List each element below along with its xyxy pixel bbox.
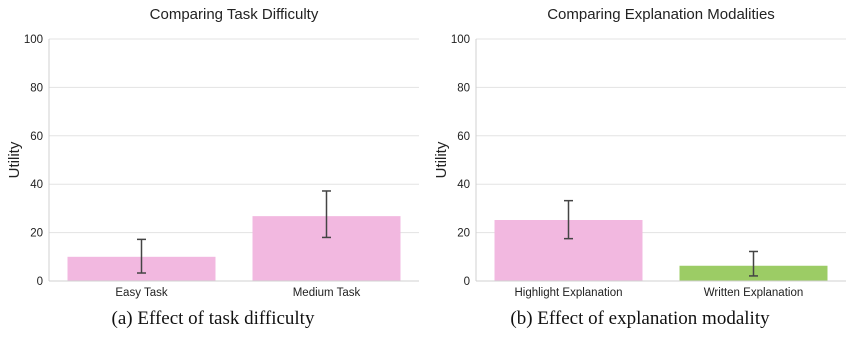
figure-task-difficulty: Comparing Task Difficulty Utility 0 20 40 60 8… [0, 0, 426, 341]
chart-title: Comparing Explanation Modalities [547, 6, 775, 23]
y-tick-label: 20 [30, 228, 43, 240]
y-tick-label: 20 [457, 228, 470, 240]
y-tick-label: 0 [37, 276, 43, 288]
y-axis-label: Utility [433, 141, 450, 178]
chart-title: Comparing Task Difficulty [150, 6, 319, 23]
caption-explanation-modality: (b) Effect of explanation modality [510, 308, 770, 329]
chart-explanation-modality: Comparing Explanation Modalities Utility 0… [433, 6, 846, 299]
y-axis-label: Utility [6, 141, 23, 178]
chart-task-difficulty: Comparing Task Difficulty Utility 0 20 40 60 8… [6, 6, 419, 299]
y-tick-label: 40 [457, 179, 470, 191]
y-tick-label: 60 [30, 131, 43, 143]
y-tick-label: 100 [451, 34, 470, 46]
x-tick-label: Easy Task [115, 287, 167, 299]
figure-explanation-modality: Comparing Explanation Modalities Utility 0… [427, 0, 853, 341]
x-tick-label: Medium Task [293, 287, 361, 299]
x-tick-label: Highlight Explanation [514, 287, 622, 299]
y-tick-label: 60 [457, 131, 470, 143]
y-tick-label: 40 [30, 179, 43, 191]
y-tick-label: 80 [30, 82, 43, 94]
x-tick-label: Written Explanation [704, 287, 804, 299]
y-tick-label: 100 [24, 34, 43, 46]
y-tick-label: 80 [457, 82, 470, 94]
caption-task-difficulty: (a) Effect of task difficulty [111, 308, 315, 329]
y-tick-label: 0 [464, 276, 470, 288]
